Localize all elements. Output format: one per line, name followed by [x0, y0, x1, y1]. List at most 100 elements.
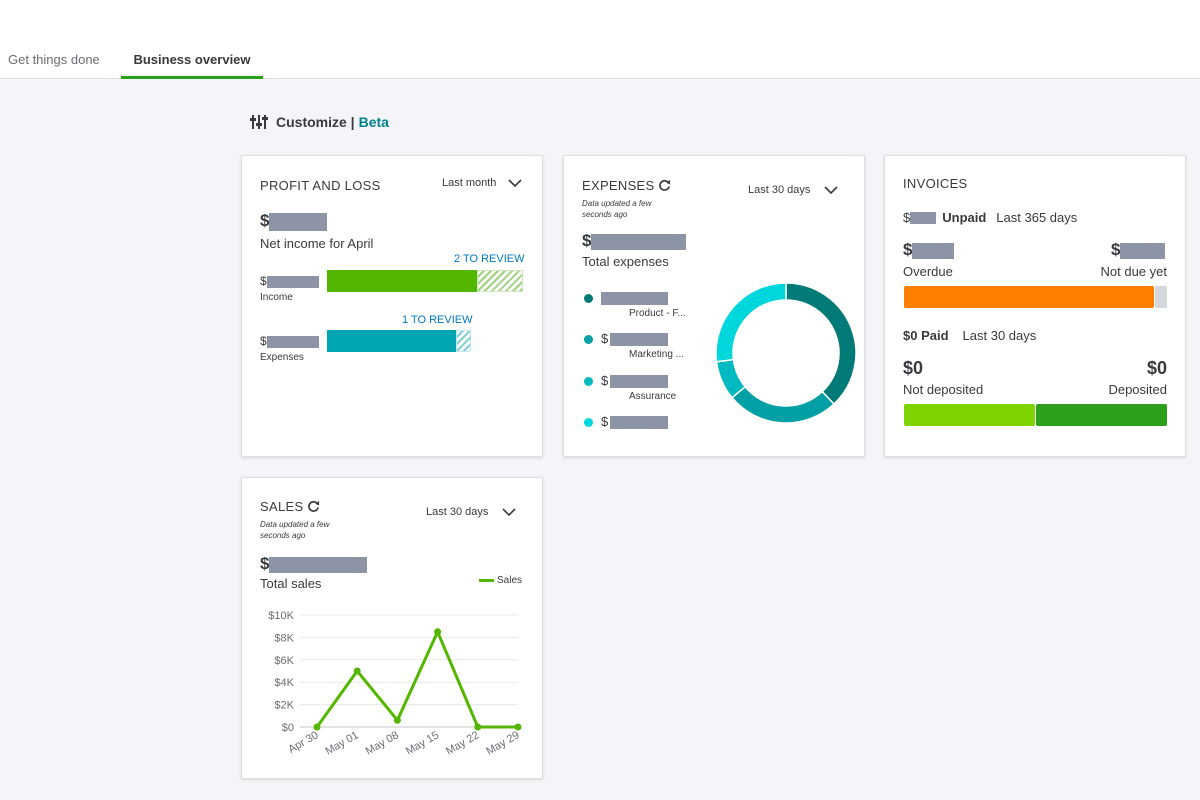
profit-loss-period-dropdown[interactable]: Last month: [442, 177, 522, 189]
currency-symbol: $: [601, 331, 609, 346]
sliders-icon: [250, 115, 268, 129]
data-point[interactable]: [514, 723, 522, 731]
y-tick-label: $10K: [268, 610, 294, 622]
not-due-label: Not due yet: [1100, 264, 1168, 279]
currency-symbol: $: [903, 210, 911, 225]
sales-period-dropdown[interactable]: Last 30 days: [426, 506, 516, 518]
data-point[interactable]: [474, 723, 482, 731]
expenses-label: Expenses: [260, 352, 304, 363]
redacted-value: [591, 233, 687, 250]
expenses-review-link[interactable]: 1 TO REVIEW: [402, 314, 473, 326]
redacted-value: [610, 375, 668, 388]
total-sales-label: Total sales: [260, 576, 322, 591]
expenses-title: EXPENSES: [582, 178, 655, 193]
data-point[interactable]: [434, 628, 442, 636]
income-label: Income: [260, 292, 293, 303]
x-tick-label: May 08: [364, 729, 401, 757]
period-label: Last 30 days: [748, 184, 811, 196]
expenses-card: EXPENSES Data updated a few seconds ago …: [563, 155, 865, 457]
chevron-down-icon: [502, 507, 516, 516]
legend-dot: [584, 377, 593, 386]
data-point[interactable]: [313, 723, 321, 731]
currency-symbol: $: [601, 414, 609, 429]
income-review-link[interactable]: 2 TO REVIEW: [454, 253, 525, 265]
net-income-label: Net income for April: [260, 236, 374, 251]
expenses-amount: $: [260, 334, 319, 348]
expenses-bar[interactable]: [327, 330, 456, 352]
chevron-down-icon: [508, 178, 522, 187]
income-bar[interactable]: [327, 270, 477, 292]
redacted-value: [601, 292, 668, 305]
paid-period: Last 30 days: [962, 328, 1037, 343]
customize-link[interactable]: Customize | Beta: [250, 114, 389, 130]
redacted-value: [610, 416, 668, 429]
sales-card: SALES Data updated a few seconds ago Las…: [241, 477, 543, 779]
profit-loss-card: PROFIT AND LOSS Last month $ Net income …: [241, 155, 543, 457]
currency-symbol: $: [601, 373, 609, 388]
donut-slice[interactable]: [715, 282, 787, 363]
expenses-donut-chart[interactable]: [711, 278, 861, 428]
x-tick-label: May 22: [444, 729, 481, 757]
refresh-icon[interactable]: [658, 179, 671, 192]
deposited-bar[interactable]: [1036, 404, 1167, 426]
overdue-label: Overdue: [903, 264, 953, 279]
tab-business-overview[interactable]: Business overview: [121, 52, 263, 79]
currency-symbol: $: [260, 274, 267, 288]
refresh-icon[interactable]: [307, 500, 320, 513]
expenses-period-dropdown[interactable]: Last 30 days: [748, 184, 838, 196]
currency-symbol: $: [260, 211, 270, 230]
data-point[interactable]: [393, 716, 401, 724]
x-tick-label: May 15: [404, 729, 441, 757]
overdue-amount: $: [903, 240, 955, 260]
redacted-value: [269, 556, 368, 573]
beta-label: Beta: [358, 114, 389, 130]
donut-slice[interactable]: [731, 385, 835, 424]
overdue-bar[interactable]: [904, 286, 1154, 308]
total-expenses-label: Total expenses: [582, 254, 669, 269]
legend-label: Sales: [496, 575, 522, 586]
income-pending-bar[interactable]: [477, 270, 523, 292]
sales-legend: Sales: [478, 575, 522, 586]
legend-line: [478, 579, 494, 582]
income-amount: $: [260, 274, 319, 288]
invoices-card: INVOICES $ Unpaid Last 365 days $ $ Over…: [884, 155, 1186, 457]
sales-updated-note: Data updated a few seconds ago: [260, 520, 330, 540]
not-due-bar[interactable]: [1155, 286, 1167, 308]
y-tick-label: $2K: [274, 700, 294, 712]
unpaid-period: Last 365 days: [996, 210, 1078, 225]
not-deposited-label: Not deposited: [903, 382, 984, 397]
x-tick-label: May 01: [323, 729, 360, 757]
not-deposited-bar[interactable]: [904, 404, 1035, 426]
donut-slice[interactable]: [785, 282, 857, 406]
x-tick-label: May 29: [484, 729, 521, 757]
profit-loss-title: PROFIT AND LOSS: [260, 178, 381, 193]
redacted-value: [1120, 242, 1166, 259]
total-expenses-amount: $: [582, 231, 687, 251]
currency-symbol: $: [1111, 240, 1121, 259]
deposited-label: Deposited: [1108, 382, 1167, 397]
legend-dot: [584, 294, 593, 303]
unpaid-bar: [904, 286, 1167, 308]
legend-label: Assurance: [629, 391, 677, 402]
invoices-title: INVOICES: [903, 176, 968, 191]
sales-title-row: SALES: [260, 499, 320, 514]
paid-label: $0 Paid: [903, 328, 949, 343]
legend-label: Product - F...: [629, 308, 686, 319]
redacted-value: [610, 333, 668, 346]
y-tick-label: $4K: [274, 677, 294, 689]
y-tick-label: $6K: [274, 655, 294, 667]
currency-symbol: $: [260, 554, 270, 573]
top-bar: Get things done Business overview: [0, 0, 1200, 79]
y-tick-label: $0: [282, 722, 294, 734]
redacted-value: [269, 212, 328, 231]
deposited-value: $0: [1146, 358, 1167, 378]
expenses-title-row: EXPENSES: [582, 178, 671, 193]
sales-title: SALES: [260, 499, 304, 514]
unpaid-label: Unpaid: [942, 210, 987, 225]
not-due-amount: $: [1111, 240, 1166, 260]
tab-get-things-done[interactable]: Get things done: [8, 52, 100, 67]
expenses-pending-bar[interactable]: [456, 330, 471, 352]
data-point[interactable]: [353, 667, 361, 675]
redacted-value: [912, 242, 955, 259]
